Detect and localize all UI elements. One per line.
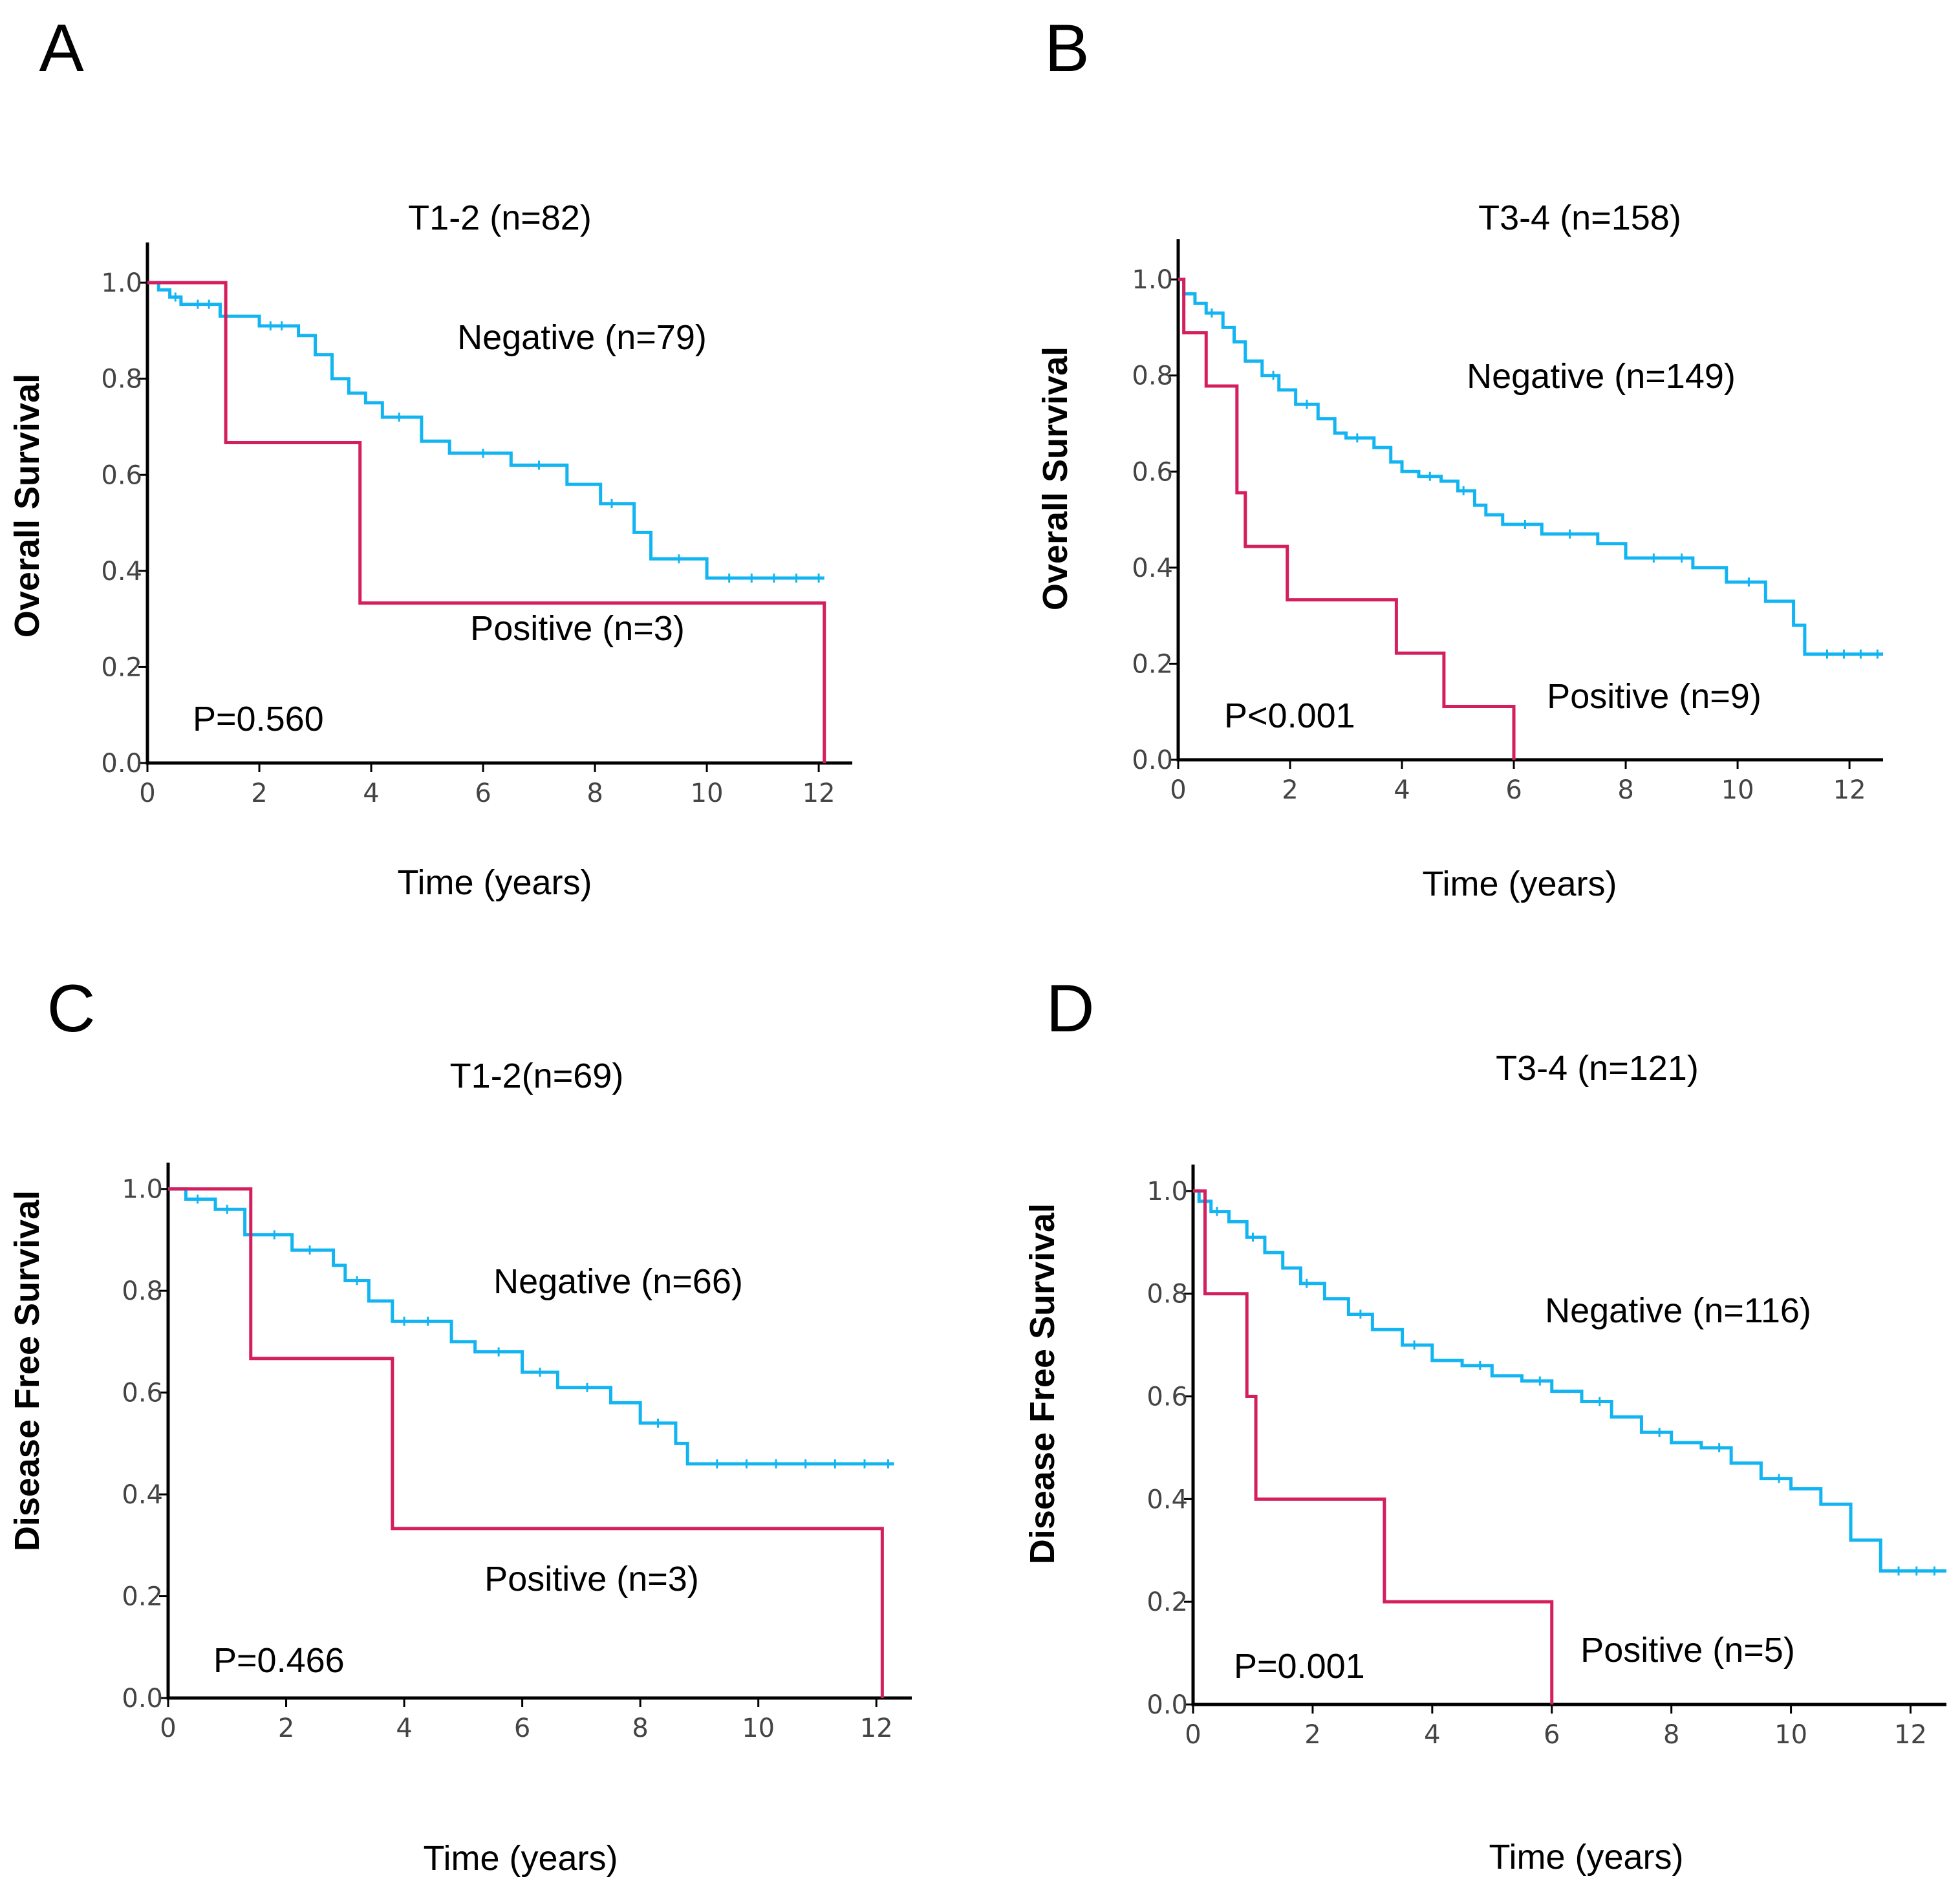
p-value: P<0.001 <box>1224 696 1355 735</box>
y-tick-label: 0.8 <box>1132 361 1173 391</box>
panel-a: A T1-2 (n=82) 0 2 4 6 8 10 12 0.0 0.2 0.4 0.6 0.8 1.0 T… <box>8 11 852 902</box>
km-curve-negative <box>1193 1189 1946 1573</box>
panel-d: D T3-4 (n=121) 0 2 4 6 8 10 12 0.0 0.2 0.4 0.6 0.8 1.0… <box>1023 971 1946 1876</box>
x-tick-label: 2 <box>1282 775 1298 805</box>
negative-label: Negative (n=149) <box>1467 357 1736 396</box>
x-tick-label: 6 <box>1544 1720 1560 1750</box>
x-tick-label: 8 <box>1663 1720 1679 1750</box>
negative-label: Negative (n=116) <box>1545 1291 1811 1330</box>
p-value: P=0.560 <box>193 700 324 738</box>
panel-b: B T3-4 (n=158) 0 2 4 6 8 10 12 0.0 0.2 0.4 0.6 0.8 1.0… <box>1036 11 1883 903</box>
chart-title: T1-2 (n=82) <box>408 199 592 237</box>
x-axis-label: Time (years) <box>1489 1838 1683 1876</box>
x-tick-label: 0 <box>1185 1720 1201 1750</box>
x-axis-label: Time (years) <box>397 863 592 902</box>
x-tick-label: 2 <box>278 1714 294 1743</box>
axes <box>166 1163 912 1700</box>
x-tick-label: 0 <box>160 1714 176 1743</box>
negative-label: Negative (n=66) <box>493 1262 743 1301</box>
panel-letter: A <box>39 11 84 86</box>
x-tick-label: 6 <box>1505 775 1522 805</box>
x-tick-label: 10 <box>742 1714 775 1743</box>
p-value: P=0.466 <box>213 1641 345 1680</box>
x-tick-label: 0 <box>139 779 155 808</box>
km-curve-negative <box>147 281 824 580</box>
x-tick-label: 6 <box>514 1714 530 1743</box>
x-tick-label: 8 <box>587 779 603 808</box>
y-tick-label: 0.4 <box>1132 554 1173 583</box>
x-tick-label: 12 <box>802 779 835 808</box>
y-tick-label: 0.0 <box>101 749 142 779</box>
y-tick-label: 0.0 <box>1132 746 1173 775</box>
x-tick-label: 0 <box>1170 775 1186 805</box>
y-tick-label: 0.0 <box>122 1684 163 1714</box>
km-curve-positive <box>147 281 826 763</box>
chart-title: T3-4 (n=121) <box>1496 1049 1699 1088</box>
y-tick-label: 0.6 <box>1132 457 1173 487</box>
x-tick-label: 4 <box>1424 1720 1440 1750</box>
axes <box>1191 1165 1946 1706</box>
x-tick-label: 2 <box>1304 1720 1320 1750</box>
y-tick-label: 0.2 <box>122 1582 163 1612</box>
x-tick-label: 12 <box>1894 1720 1927 1750</box>
km-curve-positive <box>1193 1189 1554 1704</box>
y-tick-label: 1.0 <box>101 268 142 298</box>
positive-label: Positive (n=3) <box>484 1560 699 1598</box>
y-axis-label: Overall Survival <box>8 374 47 638</box>
x-tick-label: 2 <box>251 779 267 808</box>
y-tick-label: 1.0 <box>1147 1177 1188 1207</box>
y-tick-label: 0.2 <box>1147 1587 1188 1617</box>
y-tick-label: 0.6 <box>1147 1382 1188 1412</box>
y-tick-label: 0.4 <box>101 557 142 586</box>
x-tick-label: 4 <box>363 779 379 808</box>
x-tick-label: 4 <box>1394 775 1410 805</box>
x-tick-label: 8 <box>1617 775 1633 805</box>
y-tick-label: 0.4 <box>1147 1485 1188 1514</box>
y-tick-label: 1.0 <box>122 1175 163 1205</box>
x-tick-label: 10 <box>691 779 724 808</box>
x-tick-label: 12 <box>1833 775 1866 805</box>
y-axis-label: Disease Free Survival <box>1023 1203 1062 1564</box>
x-tick-label: 10 <box>1721 775 1754 805</box>
km-curve-negative <box>1178 277 1883 656</box>
x-axis-label: Time (years) <box>1422 865 1617 903</box>
y-axis-label: Overall Survival <box>1036 347 1075 610</box>
panel-letter: C <box>47 971 95 1046</box>
km-curve-positive <box>1178 277 1516 760</box>
panel-c: C T1-2(n=69) 0 2 4 6 8 10 12 0.0 0.2 0.4 0.6 0.8 1.0 Ti… <box>8 971 912 1878</box>
y-tick-label: 0.6 <box>122 1379 163 1408</box>
panel-letter: D <box>1046 971 1094 1046</box>
positive-label: Positive (n=5) <box>1580 1631 1795 1670</box>
panel-letter: B <box>1044 11 1089 86</box>
axes <box>1176 239 1883 762</box>
y-tick-label: 0.0 <box>1147 1690 1188 1720</box>
km-curve-negative <box>168 1187 894 1466</box>
positive-label: Positive (n=3) <box>470 609 685 648</box>
y-tick-label: 0.8 <box>101 365 142 394</box>
y-tick-label: 0.2 <box>101 652 142 682</box>
chart-title: T1-2(n=69) <box>450 1057 624 1095</box>
x-tick-label: 10 <box>1774 1720 1807 1750</box>
chart-title: T3-4 (n=158) <box>1478 199 1681 237</box>
y-axis-label: Disease Free Survival <box>8 1190 47 1551</box>
p-value: P=0.001 <box>1234 1647 1365 1686</box>
negative-label: Negative (n=79) <box>457 318 707 357</box>
x-axis-label: Time (years) <box>423 1839 618 1878</box>
y-tick-label: 0.8 <box>1147 1280 1188 1309</box>
y-tick-label: 1.0 <box>1132 265 1173 295</box>
y-tick-label: 0.4 <box>122 1480 163 1510</box>
x-tick-label: 4 <box>396 1714 412 1743</box>
y-tick-label: 0.8 <box>122 1276 163 1306</box>
x-tick-label: 8 <box>632 1714 648 1743</box>
y-tick-label: 0.6 <box>101 460 142 490</box>
positive-label: Positive (n=9) <box>1547 677 1761 716</box>
km-curve-positive <box>168 1187 884 1698</box>
x-tick-label: 6 <box>475 779 491 808</box>
x-tick-label: 12 <box>860 1714 893 1743</box>
y-tick-label: 0.2 <box>1132 649 1173 679</box>
